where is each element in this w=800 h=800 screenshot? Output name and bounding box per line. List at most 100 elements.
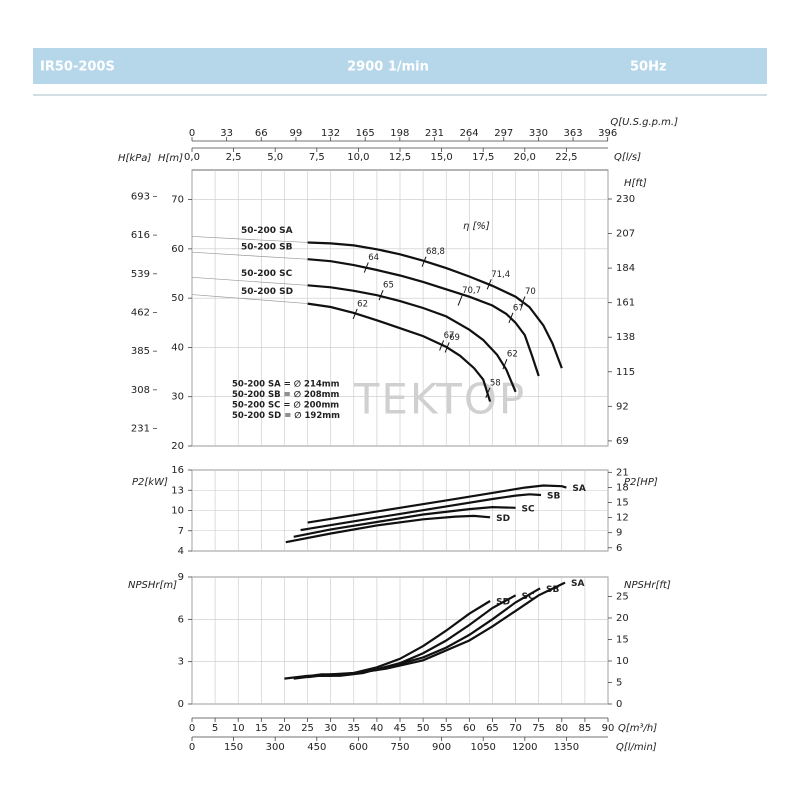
top-tick-label: 330 <box>529 128 548 139</box>
efficiency-tick <box>502 359 508 370</box>
y2-tick-label: 6 <box>616 543 622 554</box>
x-tick-label: 60 <box>463 723 476 734</box>
x-tick-label: 65 <box>486 723 499 734</box>
x2-tick-label: 1200 <box>512 742 537 753</box>
kpa-tick-label: 539 <box>131 269 150 280</box>
x-tick-label: 10 <box>232 723 245 734</box>
x-tick-label: 20 <box>278 723 291 734</box>
y-tick-label: 10 <box>171 506 184 517</box>
top-tick-label: 132 <box>321 128 340 139</box>
efficiency-value: 69 <box>449 333 460 343</box>
top-tick-label: 12,5 <box>389 152 411 163</box>
kpa-tick-label: 462 <box>131 307 150 318</box>
y2-tick-label: 12 <box>616 513 629 524</box>
efficiency-value: 67 <box>513 303 524 313</box>
series-label: SC <box>522 592 535 602</box>
y-tick-label: 60 <box>171 244 184 255</box>
x2-axis-label: Q[l/min] <box>616 742 657 753</box>
y2-axis-label: NPSHr[ft] <box>624 580 671 591</box>
watermark: TEKTOP <box>353 375 527 424</box>
y-tick-label: 16 <box>171 465 184 476</box>
y2-tick-label: 138 <box>616 332 635 343</box>
y2-tick-label: 115 <box>616 367 635 378</box>
top-axis-label: Q[U.S.g.p.m.] <box>610 117 678 128</box>
y2-tick-label: 10 <box>616 656 629 667</box>
efficiency-value: 65 <box>383 281 394 291</box>
speed: 2900 1/min <box>347 60 429 75</box>
x2-tick-label: 0 <box>189 742 195 753</box>
x2-tick-label: 450 <box>307 742 326 753</box>
y2-tick-label: 5 <box>616 677 622 688</box>
kpa-tick-label: 693 <box>131 191 150 202</box>
series-label: SD <box>496 514 510 524</box>
top-tick-label: 17,5 <box>472 152 494 163</box>
top-tick-label: 198 <box>390 128 409 139</box>
series-label: 50-200 SD <box>241 287 293 297</box>
top-tick-label: 231 <box>425 128 444 139</box>
y2-tick-label: 0 <box>616 699 622 710</box>
top-tick-label: 0,0 <box>184 152 200 163</box>
curve <box>307 241 563 369</box>
y2-axis-label: P2[HP] <box>624 477 658 488</box>
top-tick-label: 22,5 <box>555 152 577 163</box>
top-tick-label: 363 <box>563 128 582 139</box>
y2-tick-label: 15 <box>616 634 629 645</box>
y2-axis-label: H[ft] <box>624 178 647 189</box>
y-tick-label: 70 <box>171 195 184 206</box>
x-tick-label: 50 <box>417 723 430 734</box>
top-tick-label: 66 <box>255 128 268 139</box>
y-axis-label: NPSHr[m] <box>128 580 177 591</box>
top-tick-label: 10,0 <box>347 152 369 163</box>
efficiency-value: 64 <box>368 253 379 263</box>
x-tick-label: 75 <box>532 723 545 734</box>
top-tick-label: 20,0 <box>514 152 536 163</box>
y-tick-label: 30 <box>171 392 184 403</box>
y-axis-label: H[m] <box>158 153 183 164</box>
efficiency-value: 62 <box>357 299 368 309</box>
y-tick-label: 13 <box>171 485 184 496</box>
y-tick-label: 4 <box>178 546 184 557</box>
efficiency-tick <box>439 340 445 351</box>
y-tick-label: 3 <box>178 657 184 668</box>
curve <box>293 594 517 680</box>
efficiency-tick <box>520 296 526 307</box>
x-tick-label: 30 <box>324 723 337 734</box>
series-label: SB <box>546 585 559 595</box>
top-tick-label: 5,0 <box>267 152 283 163</box>
x2-tick-label: 300 <box>266 742 285 753</box>
curve <box>307 302 492 402</box>
series-label: SA <box>572 484 585 494</box>
leader-line <box>191 251 308 260</box>
y2-tick-label: 25 <box>616 591 629 602</box>
diameter-note: 50-200 SC = ∅ 200mm <box>232 401 339 411</box>
x2-tick-label: 1050 <box>470 742 495 753</box>
x-tick-label: 70 <box>509 723 522 734</box>
kpa-tick-label: 616 <box>131 230 150 241</box>
curve <box>307 581 566 679</box>
curve <box>293 505 516 538</box>
top-tick-label: 99 <box>290 128 303 139</box>
header-band <box>33 48 767 84</box>
y-tick-label: 7 <box>178 526 184 537</box>
curve <box>285 514 491 544</box>
efficiency-tick <box>485 387 491 398</box>
efficiency-tick <box>352 308 358 320</box>
leader-line <box>191 276 308 286</box>
top-axis-label: Q[l/s] <box>614 152 641 163</box>
top-tick-label: 165 <box>356 128 375 139</box>
series-label: SB <box>547 491 560 501</box>
top-tick-label: 15,0 <box>430 152 452 163</box>
leader-line <box>191 294 308 304</box>
x2-tick-label: 1350 <box>554 742 579 753</box>
kpa-axis-label: H[kPa] <box>118 153 151 164</box>
y2-tick-label: 207 <box>616 229 635 240</box>
top-tick-label: 2,5 <box>226 152 242 163</box>
efficiency-tick <box>486 279 492 290</box>
efficiency-tick <box>444 342 450 353</box>
x-tick-label: 45 <box>394 723 407 734</box>
efficiency-value: 70,7 <box>462 286 481 296</box>
frequency: 50Hz <box>630 60 667 75</box>
x-axis-label: Q[m³/h] <box>618 723 657 734</box>
efficiency-value: 58 <box>490 378 501 388</box>
kpa-tick-label: 385 <box>131 346 150 357</box>
